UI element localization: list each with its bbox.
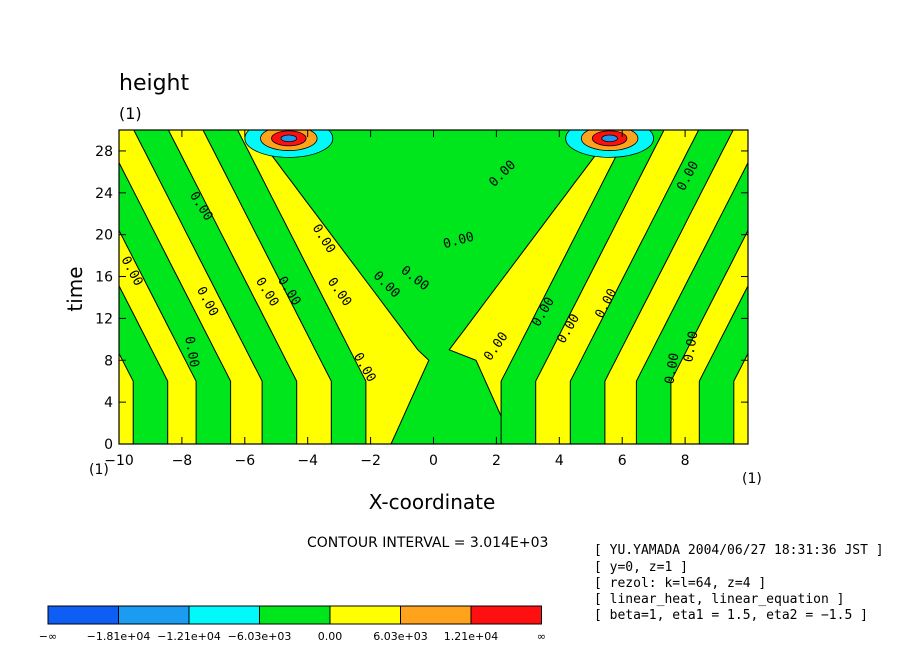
legend-label: ∞ [537,630,546,643]
y-tick-label: 8 [104,353,113,369]
info-line: [ beta=1, eta1 = 1.5, eta2 = −1.5 ] [594,608,868,623]
legend-swatch [47,605,119,625]
x-tick-label: −2 [360,453,381,469]
legend-label: −1.21e+04 [157,630,221,643]
legend-label: −1.81e+04 [87,630,151,643]
contour-interval: CONTOUR INTERVAL = 3.014E+03 [307,535,548,551]
contour-band [119,161,232,444]
color-legend: −∞ −1.81e+04 −1.21e+04 −6.03e+03 0.00 6.03e+0… [39,605,546,643]
contour-label: 0.00 [681,330,701,363]
y-tick-label: 12 [95,311,113,327]
y-tick-label: 16 [95,270,113,286]
y-axis-label: time [63,266,87,311]
legend-swatch [400,605,472,625]
info-block: [ YU.YAMADA 2004/06/27 18:31:36 JST ] [ … [594,543,884,623]
x-tick-label: 0 [429,453,438,469]
y-tick-label: 20 [95,228,113,244]
y-axis-ticks: 0 4 8 12 16 20 24 28 [95,144,748,453]
legend-swatch [188,605,260,625]
x-tick-label: 4 [555,453,564,469]
x-tick-label: 8 [681,453,690,469]
x-axis-label: X-coordinate [369,490,496,514]
legend-swatch [259,605,331,625]
hotspot-contour [280,134,298,143]
x-axis-ticks: −10 −8 −6 −4 −2 0 2 4 6 8 [104,130,690,469]
info-line: [ y=0, z=1 ] [594,560,688,575]
contour-label: 0.00 [181,335,201,368]
info-line: [ linear_heat, linear_equation ] [594,592,844,607]
contour-field [119,130,748,444]
contour-band [698,284,748,444]
contour-band [500,130,665,444]
legend-label: −∞ [39,630,57,643]
contour-band [635,161,748,444]
legend-swatch [118,605,190,625]
chart-title: height [119,71,189,96]
x-axis-units: (1) [89,462,109,478]
legend-label: −6.03e+03 [228,630,292,643]
x-tick-label: −6 [234,453,255,469]
y-tick-label: 0 [104,437,113,453]
info-line: [ rezol: k=l=64, z=4 ] [594,576,766,591]
contour-band [119,284,169,444]
contour-band [202,130,367,444]
hotspot-contour [601,134,618,143]
y-tick-label: 24 [95,186,113,202]
legend-swatch [470,605,542,625]
contour-label: 0.00 [662,352,682,385]
y-tick-label: 4 [104,395,113,411]
legend-swatch [329,605,401,625]
legend-label: 1.21e+04 [444,630,498,643]
info-line: [ YU.YAMADA 2004/06/27 18:31:36 JST ] [594,543,884,558]
contour-band [569,130,734,444]
x-tick-label: −4 [297,453,318,469]
legend-label: 6.03e+03 [373,630,427,643]
contour-band [252,130,615,444]
x-tick-label: 6 [618,453,627,469]
y-axis-units: (1) [742,471,762,487]
x-tick-label: 2 [492,453,501,469]
x-tick-label: −10 [104,453,134,469]
y-tick-label: 28 [95,144,113,160]
legend-label: 0.00 [318,630,343,643]
chart-title-units: (1) [119,104,142,123]
contour-band [133,130,298,444]
x-tick-label: −8 [172,453,193,469]
